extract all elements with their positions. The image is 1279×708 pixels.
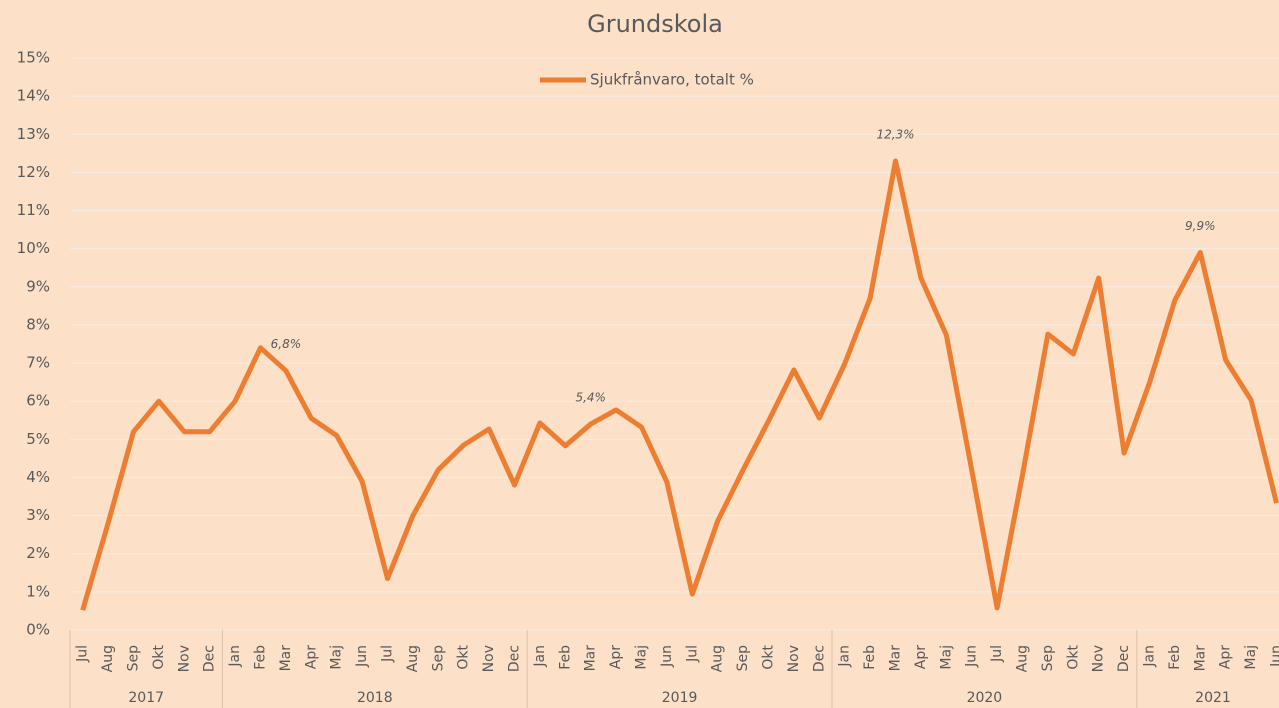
x-tick-label: Sep: [735, 645, 751, 672]
x-tick-label: Jun: [1269, 645, 1279, 668]
data-label: 6,8%: [271, 337, 302, 351]
x-tick-label: Aug: [1015, 645, 1031, 672]
y-tick-label: 14%: [17, 87, 50, 105]
x-tick-label: Dec: [202, 645, 218, 672]
x-tick-label: Aug: [710, 645, 726, 672]
data-label: 5,4%: [575, 391, 606, 405]
data-label: 9,9%: [1185, 219, 1216, 233]
x-tick-label: Nov: [786, 645, 802, 672]
x-tick-label: Jun: [964, 645, 980, 668]
y-tick-label: 3%: [26, 506, 50, 524]
x-tick-label: Feb: [1167, 645, 1183, 670]
x-tick-label: Sep: [1040, 645, 1056, 672]
x-tick-label: Mar: [1192, 645, 1208, 672]
x-tick-label: Feb: [862, 645, 878, 670]
chart-title: Grundskola: [587, 10, 723, 38]
x-tick-label: Apr: [608, 645, 624, 669]
x-tick-label: Mar: [583, 645, 599, 672]
x-tick-label: Aug: [100, 645, 116, 672]
y-tick-label: 11%: [17, 201, 50, 219]
x-tick-label: Jun: [354, 645, 370, 668]
x-tick-label: Maj: [329, 645, 345, 670]
x-tick-label: Maj: [634, 645, 650, 670]
x-tick-label: Jan: [227, 645, 243, 668]
x-tick-label: Jun: [659, 645, 675, 668]
data-line: [80, 158, 1279, 611]
y-tick-label: 2%: [26, 544, 50, 562]
x-tick-label: Apr: [913, 645, 929, 669]
x-tick-label: Okt: [761, 644, 777, 669]
x-tick-label: Okt: [151, 644, 167, 669]
x-tick-label: Mar: [888, 645, 904, 672]
x-tick-label: Dec: [507, 645, 523, 672]
x-tick-label: Nov: [1091, 645, 1107, 672]
x-tick-label: Nov: [481, 645, 497, 672]
legend-label: Sjukfrånvaro, totalt %: [590, 71, 754, 89]
x-group-label: 2020: [967, 690, 1003, 706]
y-tick-label: 5%: [26, 430, 50, 448]
x-tick-label: Jan: [532, 645, 548, 668]
x-tick-label: Dec: [1116, 645, 1132, 672]
x-group-label: 2018: [357, 690, 393, 706]
y-tick-label: 12%: [17, 163, 50, 181]
y-tick-label: 9%: [26, 277, 50, 295]
x-group-label: 2021: [1195, 690, 1231, 706]
x-tick-label: Aug: [405, 645, 421, 672]
x-tick-label: Okt: [1065, 644, 1081, 669]
x-tick-label: Jul: [75, 645, 91, 663]
x-tick-label: Jul: [684, 645, 700, 663]
y-tick-label: 13%: [17, 125, 50, 143]
x-group-label: 2019: [662, 690, 698, 706]
y-tick-label: 0%: [26, 621, 50, 639]
x-tick-label: Jan: [837, 645, 853, 668]
x-tick-label: Sep: [430, 645, 446, 672]
x-group-label: 2017: [128, 690, 164, 706]
x-tick-label: Jan: [1142, 645, 1158, 668]
x-tick-label: Maj: [1243, 645, 1259, 670]
y-tick-label: 4%: [26, 468, 50, 486]
x-tick-label: Feb: [253, 645, 269, 670]
y-tick-label: 7%: [26, 354, 50, 372]
x-tick-label: Okt: [456, 644, 472, 669]
x-tick-label: Dec: [811, 645, 827, 672]
x-tick-label: Maj: [938, 645, 954, 670]
y-tick-label: 10%: [17, 239, 50, 257]
y-tick-label: 6%: [26, 392, 50, 410]
x-tick-label: Apr: [303, 645, 319, 669]
x-tick-label: Nov: [176, 645, 192, 672]
x-tick-label: Apr: [1218, 645, 1234, 669]
x-tick-label: Feb: [557, 645, 573, 670]
x-tick-label: Jul: [989, 645, 1005, 663]
y-tick-label: 8%: [26, 315, 50, 333]
y-tick-label: 1%: [26, 582, 50, 600]
data-label: 12,3%: [876, 127, 914, 141]
x-tick-label: Sep: [126, 645, 142, 672]
y-tick-label: 15%: [17, 49, 50, 67]
x-tick-label: Mar: [278, 645, 294, 672]
x-tick-label: Jul: [380, 645, 396, 663]
